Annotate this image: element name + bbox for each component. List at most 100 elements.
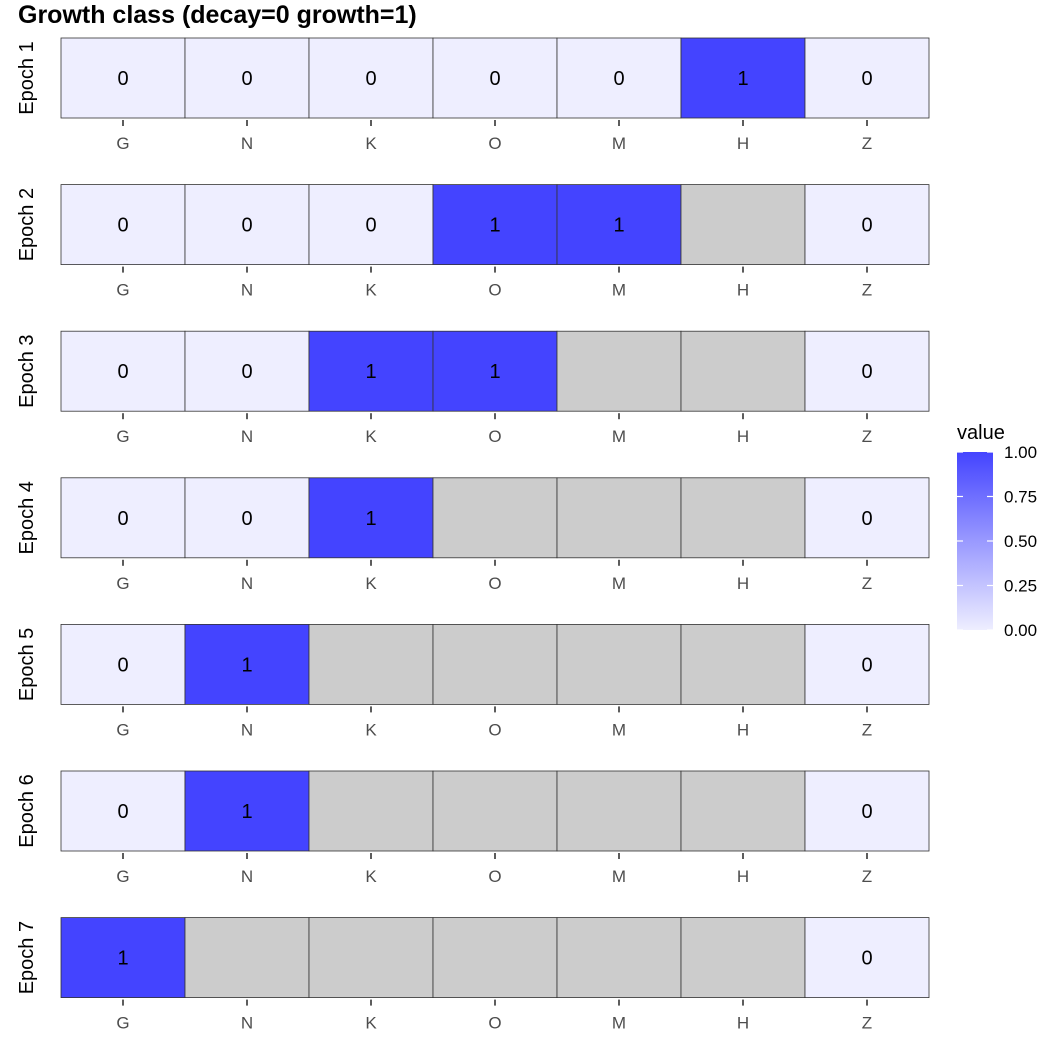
x-tick-label: K: [365, 720, 377, 739]
heatmap-cell: [804, 330, 930, 412]
x-tick-label: M: [612, 281, 626, 300]
cell-value-label: 0: [117, 215, 128, 237]
heatmap-cell: [308, 184, 434, 266]
heatmap-cell: [680, 624, 806, 705]
x-tick-label: N: [241, 867, 253, 886]
heatmap-cell: [804, 477, 930, 559]
heatmap-cell: [308, 770, 434, 852]
cell-value-label: 0: [861, 654, 872, 676]
legend-tick-label: 0.75: [1004, 488, 1037, 507]
x-tick-label: O: [488, 1014, 501, 1033]
cell-value-label: 0: [241, 508, 252, 530]
heatmap-cell: [60, 917, 186, 998]
x-tick-label: G: [116, 1014, 129, 1033]
cell-value-label: 0: [861, 508, 872, 530]
heatmap-cell: [680, 770, 806, 852]
legend-title: value: [957, 422, 1005, 444]
x-tick-label: M: [612, 134, 626, 153]
x-tick-label: Z: [862, 281, 872, 300]
x-tick-label: Z: [862, 720, 872, 739]
heatmap-cell: [804, 624, 930, 705]
x-tick-label: M: [612, 720, 626, 739]
heatmap-cell: [432, 184, 558, 266]
x-tick-label: H: [737, 1014, 749, 1033]
x-tick-label: G: [116, 574, 129, 593]
heatmap-cell: [804, 917, 930, 998]
cell-value-label: 0: [489, 68, 500, 90]
x-tick-label: M: [612, 1014, 626, 1033]
panel-4: Epoch 4 0 G 0 N 1 K O M H 0 Z: [16, 477, 930, 593]
x-tick-label: H: [737, 134, 749, 153]
x-tick-label: H: [737, 720, 749, 739]
x-tick-label: O: [488, 574, 501, 593]
x-tick-label: M: [612, 574, 626, 593]
x-tick-label: G: [116, 720, 129, 739]
heatmap-cell: [680, 184, 806, 266]
chart-title: Growth class (decay=0 growth=1): [18, 1, 417, 29]
panel-5: Epoch 5 0 G 1 N K O M H 0 Z: [16, 624, 930, 739]
heatmap-cell: [804, 184, 930, 266]
heatmap-cell: [804, 770, 930, 852]
heatmap-cell: [308, 917, 434, 998]
x-tick-label: O: [488, 427, 501, 446]
row-label: Epoch 4: [16, 481, 38, 554]
heatmap-cell: [308, 477, 434, 559]
cell-value-label: 0: [861, 361, 872, 383]
row-label: Epoch 1: [16, 41, 38, 114]
heatmap-cell: [432, 917, 558, 998]
heatmap-cell: [184, 184, 310, 266]
cell-value-label: 1: [365, 361, 376, 383]
x-tick-label: K: [365, 1014, 377, 1033]
cell-value-label: 0: [613, 68, 624, 90]
x-tick-label: K: [365, 427, 377, 446]
cell-value-label: 0: [117, 508, 128, 530]
heatmap-cell: [184, 624, 310, 705]
cell-value-label: 0: [117, 654, 128, 676]
heatmap-cell: [184, 330, 310, 412]
x-tick-label: N: [241, 281, 253, 300]
x-tick-label: Z: [862, 867, 872, 886]
x-tick-label: O: [488, 867, 501, 886]
x-tick-label: K: [365, 281, 377, 300]
row-label: Epoch 7: [16, 921, 38, 994]
x-tick-label: H: [737, 281, 749, 300]
x-tick-label: N: [241, 574, 253, 593]
heatmap-cell: [308, 37, 434, 119]
heatmap-cell: [556, 917, 682, 998]
heatmap-cell: [184, 917, 310, 998]
legend-ticks: 1.00 0.75 0.50 0.25 0.00: [957, 443, 1037, 640]
heatmap-cell: [432, 477, 558, 559]
legend-tick-label: 1.00: [1004, 443, 1037, 462]
x-tick-label: K: [365, 134, 377, 153]
x-tick-label: G: [116, 427, 129, 446]
row-label: Epoch 5: [16, 628, 38, 701]
panel-1: Epoch 1 0 G 0 N 0 K 0 O 0 M 1 H 0 Z: [16, 37, 930, 153]
x-tick-label: M: [612, 867, 626, 886]
x-tick-label: Z: [862, 134, 872, 153]
cell-value-label: 1: [241, 654, 252, 676]
cell-value-label: 1: [365, 508, 376, 530]
heatmap-cell: [556, 770, 682, 852]
legend-tick-label: 0.25: [1004, 577, 1037, 596]
panels: Epoch 1 0 G 0 N 0 K 0 O 0 M 1 H 0 Z Epoch 2 0 G 0 N 0 K 1 O 1 M H 0…: [16, 37, 930, 1033]
heatmap-cell: [556, 37, 682, 119]
panel-6: Epoch 6 0 G 1 N K O M H 0 Z: [16, 770, 930, 886]
cell-value-label: 1: [241, 801, 252, 823]
x-tick-label: K: [365, 867, 377, 886]
heatmap-cell: [680, 37, 806, 119]
cell-value-label: 0: [241, 361, 252, 383]
heatmap-cell: [432, 37, 558, 119]
x-tick-label: K: [365, 574, 377, 593]
x-tick-label: G: [116, 867, 129, 886]
x-tick-label: G: [116, 134, 129, 153]
cell-value-label: 1: [489, 215, 500, 237]
legend: value 1.00 0.75 0.50 0.25 0.00: [957, 422, 1037, 640]
heatmap-cell: [184, 37, 310, 119]
heatmap-cell: [60, 330, 186, 412]
row-label: Epoch 6: [16, 774, 38, 847]
x-tick-label: O: [488, 281, 501, 300]
cell-value-label: 0: [861, 215, 872, 237]
x-tick-label: Z: [862, 427, 872, 446]
x-tick-label: O: [488, 134, 501, 153]
heatmap-cell: [184, 770, 310, 852]
